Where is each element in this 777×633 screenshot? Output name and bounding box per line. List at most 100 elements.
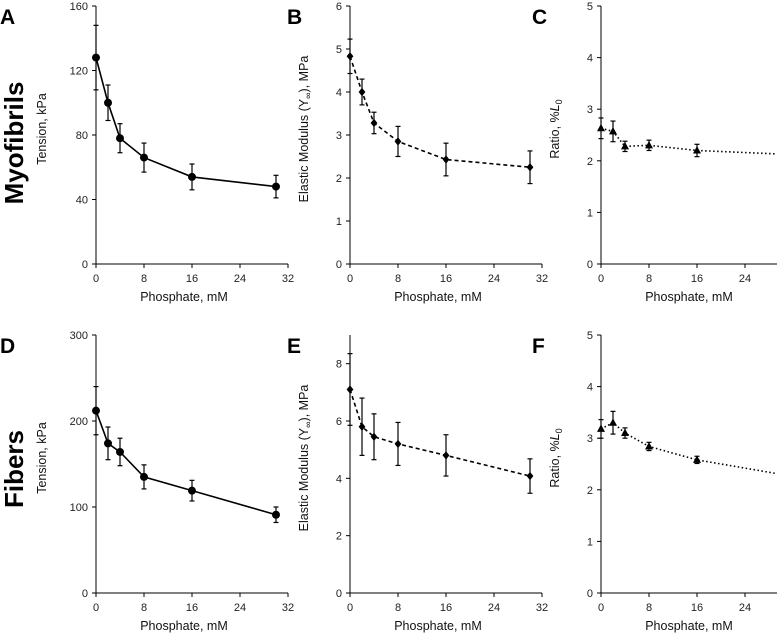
y-tick-label: 0 [336, 588, 342, 600]
panel-f: F 0 1 2 3 4 5 0 8 16 24 32 Phosphate, mM Ratio, %L0 [532, 330, 777, 633]
y-tick-label: 120 [70, 66, 88, 78]
y-tick-label: 1 [587, 207, 593, 219]
panel-letter: E [287, 335, 301, 358]
data-point [272, 182, 280, 191]
panel-letter: F [532, 335, 545, 358]
y-tick-label: 3 [336, 130, 342, 142]
x-axis-label: Phosphate, mM [394, 290, 482, 304]
x-axis-label: Phosphate, mM [140, 619, 228, 633]
data-point [693, 455, 701, 463]
x-tick-label: 0 [347, 602, 353, 614]
x-axis-label: Phosphate, mM [645, 619, 733, 633]
panel-c: C 0 1 2 3 4 5 0 8 16 24 32 Phosphate, mM Ratio, %L0 [532, 1, 777, 304]
data-point [140, 472, 148, 481]
panel-letter: D [0, 335, 15, 358]
x-tick-label: 24 [739, 273, 751, 285]
y-tick-label: 5 [587, 330, 593, 342]
data-point [346, 52, 354, 61]
y-tick-label: 100 [70, 502, 88, 514]
data-point [526, 163, 534, 172]
y-tick-label: 0 [587, 588, 593, 600]
panel-letter: B [287, 6, 302, 29]
data-point [597, 424, 605, 432]
data-point [597, 123, 605, 132]
x-tick-label: 32 [536, 273, 548, 285]
data-point [358, 422, 366, 431]
y-axis-label: Ratio, %L0 [548, 428, 564, 487]
row-label-myofibrils: Myofibrils [0, 82, 29, 205]
data-point [140, 153, 148, 162]
data-point [370, 432, 378, 441]
x-tick-label: 16 [691, 273, 703, 285]
y-tick-label: 8 [336, 359, 342, 371]
x-tick-label: 16 [691, 602, 703, 614]
x-tick-label: 16 [440, 273, 452, 285]
y-tick-label: 0 [587, 259, 593, 271]
x-tick-label: 8 [141, 602, 147, 614]
x-tick-label: 24 [739, 602, 751, 614]
x-tick-label: 24 [488, 602, 500, 614]
x-tick-label: 0 [598, 273, 604, 285]
x-axis-label: Phosphate, mM [645, 290, 733, 304]
x-tick-label: 32 [282, 602, 294, 614]
data-point [188, 486, 196, 495]
y-axis-label: Elastic Modulus (Y∞), MPa [297, 56, 313, 203]
data-point [394, 439, 402, 449]
data-point [116, 447, 124, 456]
x-tick-label: 24 [234, 602, 246, 614]
y-tick-label: 5 [336, 44, 342, 56]
x-tick-label: 16 [186, 602, 198, 614]
y-tick-label: 1 [336, 216, 342, 228]
panel-b: B 0 1 2 3 4 5 6 0 8 16 24 32 Phosphate, mM Elastic Mod… [287, 1, 548, 304]
y-tick-label: 4 [336, 87, 342, 99]
data-point [346, 385, 354, 394]
data-point [104, 98, 112, 107]
data-point [645, 441, 653, 450]
data-point [645, 140, 653, 149]
y-tick-label: 4 [587, 382, 593, 394]
panel-letter: A [0, 6, 15, 29]
x-axis-label: Phosphate, mM [140, 290, 228, 304]
y-tick-label: 200 [70, 416, 88, 428]
x-tick-label: 8 [395, 602, 401, 614]
data-point [621, 141, 629, 150]
x-tick-label: 8 [646, 273, 652, 285]
data-point [394, 137, 402, 146]
data-point [116, 134, 124, 143]
x-tick-label: 8 [395, 273, 401, 285]
y-tick-label: 6 [336, 416, 342, 428]
data-point [92, 406, 100, 415]
y-tick-label: 160 [70, 1, 88, 13]
y-axis-label: Tension, kPa [35, 93, 49, 165]
data-point [104, 439, 112, 448]
x-tick-label: 24 [488, 273, 500, 285]
y-tick-label: 6 [336, 1, 342, 13]
y-axis-label: Tension, kPa [35, 422, 49, 494]
x-tick-label: 32 [536, 602, 548, 614]
y-tick-label: 0 [82, 259, 88, 271]
x-tick-label: 0 [93, 273, 99, 285]
data-point [526, 471, 534, 481]
x-axis-label: Phosphate, mM [394, 619, 482, 633]
x-tick-label: 32 [282, 273, 294, 285]
data-point [188, 172, 196, 181]
y-tick-label: 3 [587, 433, 593, 445]
data-point [442, 155, 450, 164]
x-tick-label: 8 [141, 273, 147, 285]
data-point [609, 126, 617, 135]
x-tick-label: 16 [186, 273, 198, 285]
row-label-fibers: Fibers [0, 430, 29, 508]
series-line [95, 57, 277, 188]
y-tick-label: 300 [70, 330, 88, 342]
y-axis-label: Elastic Modulus (Y∞), MPa [297, 385, 313, 532]
y-tick-label: 0 [82, 588, 88, 600]
y-tick-label: 2 [336, 531, 342, 543]
data-point [92, 53, 100, 62]
data-point [693, 145, 701, 154]
data-point [609, 418, 617, 426]
data-point [370, 118, 378, 128]
y-tick-label: 5 [587, 1, 593, 13]
